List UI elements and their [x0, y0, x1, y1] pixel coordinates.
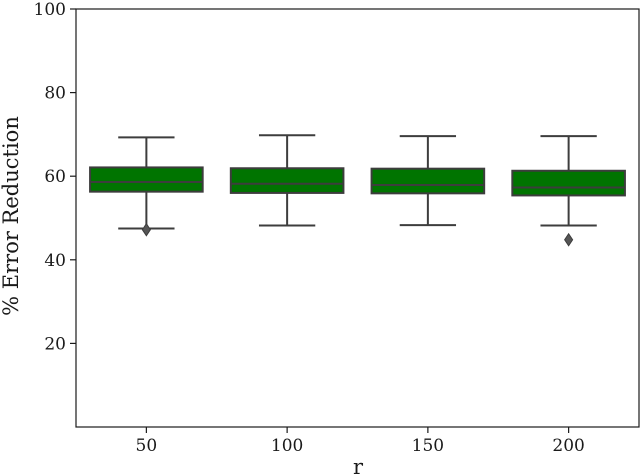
y-tick-label: 80 — [44, 84, 66, 104]
outlier-point — [564, 232, 574, 247]
x-tick-label: 50 — [136, 436, 158, 456]
outlier-point — [141, 222, 151, 237]
box-150 — [370, 167, 486, 195]
x-tick-label: 150 — [412, 436, 444, 456]
y-tick-label: 100 — [34, 0, 66, 20]
x-tick-label: 100 — [271, 436, 303, 456]
y-tick-label: 20 — [44, 334, 66, 354]
plot-frame — [75, 8, 640, 428]
y-tick-label: 40 — [44, 251, 66, 271]
x-tick-label: 200 — [552, 436, 584, 456]
plot-area: 20 40 60 80 100 50 100 150 200 — [34, 0, 640, 456]
box-200 — [511, 169, 626, 197]
box-50 — [89, 166, 204, 193]
x-axis-label: r — [353, 455, 364, 475]
y-tick-label: 60 — [44, 167, 66, 187]
box-100 — [229, 167, 345, 194]
y-axis-label: % Error Reduction — [0, 116, 23, 316]
